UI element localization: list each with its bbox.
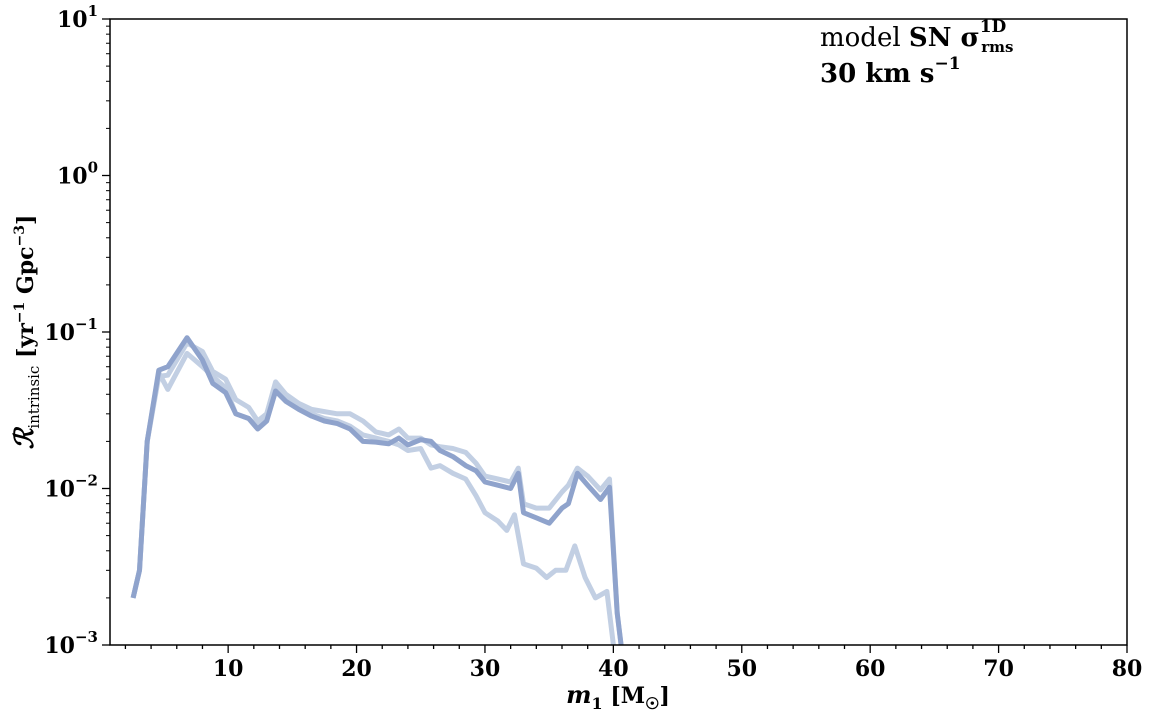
annotation-sup: 1D [980, 17, 1007, 37]
y-tick-label: 100 [57, 159, 98, 190]
x-tick-label: 30 [470, 656, 501, 682]
annotation-speed-sup: −1 [934, 54, 960, 74]
x-tick-label: 70 [983, 656, 1014, 682]
svg-text:30 km s−1: 30 km s−1 [820, 54, 961, 89]
series-layer [130, 335, 624, 646]
x-tick-label: 60 [855, 656, 886, 682]
series-line-1 [130, 335, 624, 646]
annotation-speed: 30 km s [820, 59, 934, 89]
x-tick-label: 80 [1112, 656, 1143, 682]
y-axis-ticks: 10−3 10−2 10−1 100 101 [44, 2, 110, 659]
y-axis-label: ℛintrinsic [yr−1 Gpc−3] [10, 215, 43, 450]
y-tick-label: 10−1 [44, 315, 98, 346]
annotation: model SN σ1D rms 30 km s−1 [820, 17, 1014, 89]
annotation-sub: rms [981, 38, 1013, 56]
y-tick-label: 101 [57, 2, 98, 33]
x-tick-label: 50 [726, 656, 757, 682]
x-axis-ticks: 10 20 30 40 50 60 70 80 [124, 645, 1143, 682]
y-tick-label: 10−2 [44, 472, 98, 503]
series-line-3 [130, 350, 616, 646]
x-tick-label: 10 [213, 656, 244, 682]
x-tick-label: 20 [341, 656, 372, 682]
annotation-bold: SN σ [909, 23, 980, 53]
x-tick-label: 40 [598, 656, 629, 682]
y-tick-label: 10−3 [44, 628, 98, 659]
x-axis-label: m1 [M☉] [566, 680, 670, 713]
series-line-2 [130, 340, 624, 646]
plot-frame [109, 18, 1128, 646]
annotation-prefix: model [820, 23, 909, 53]
